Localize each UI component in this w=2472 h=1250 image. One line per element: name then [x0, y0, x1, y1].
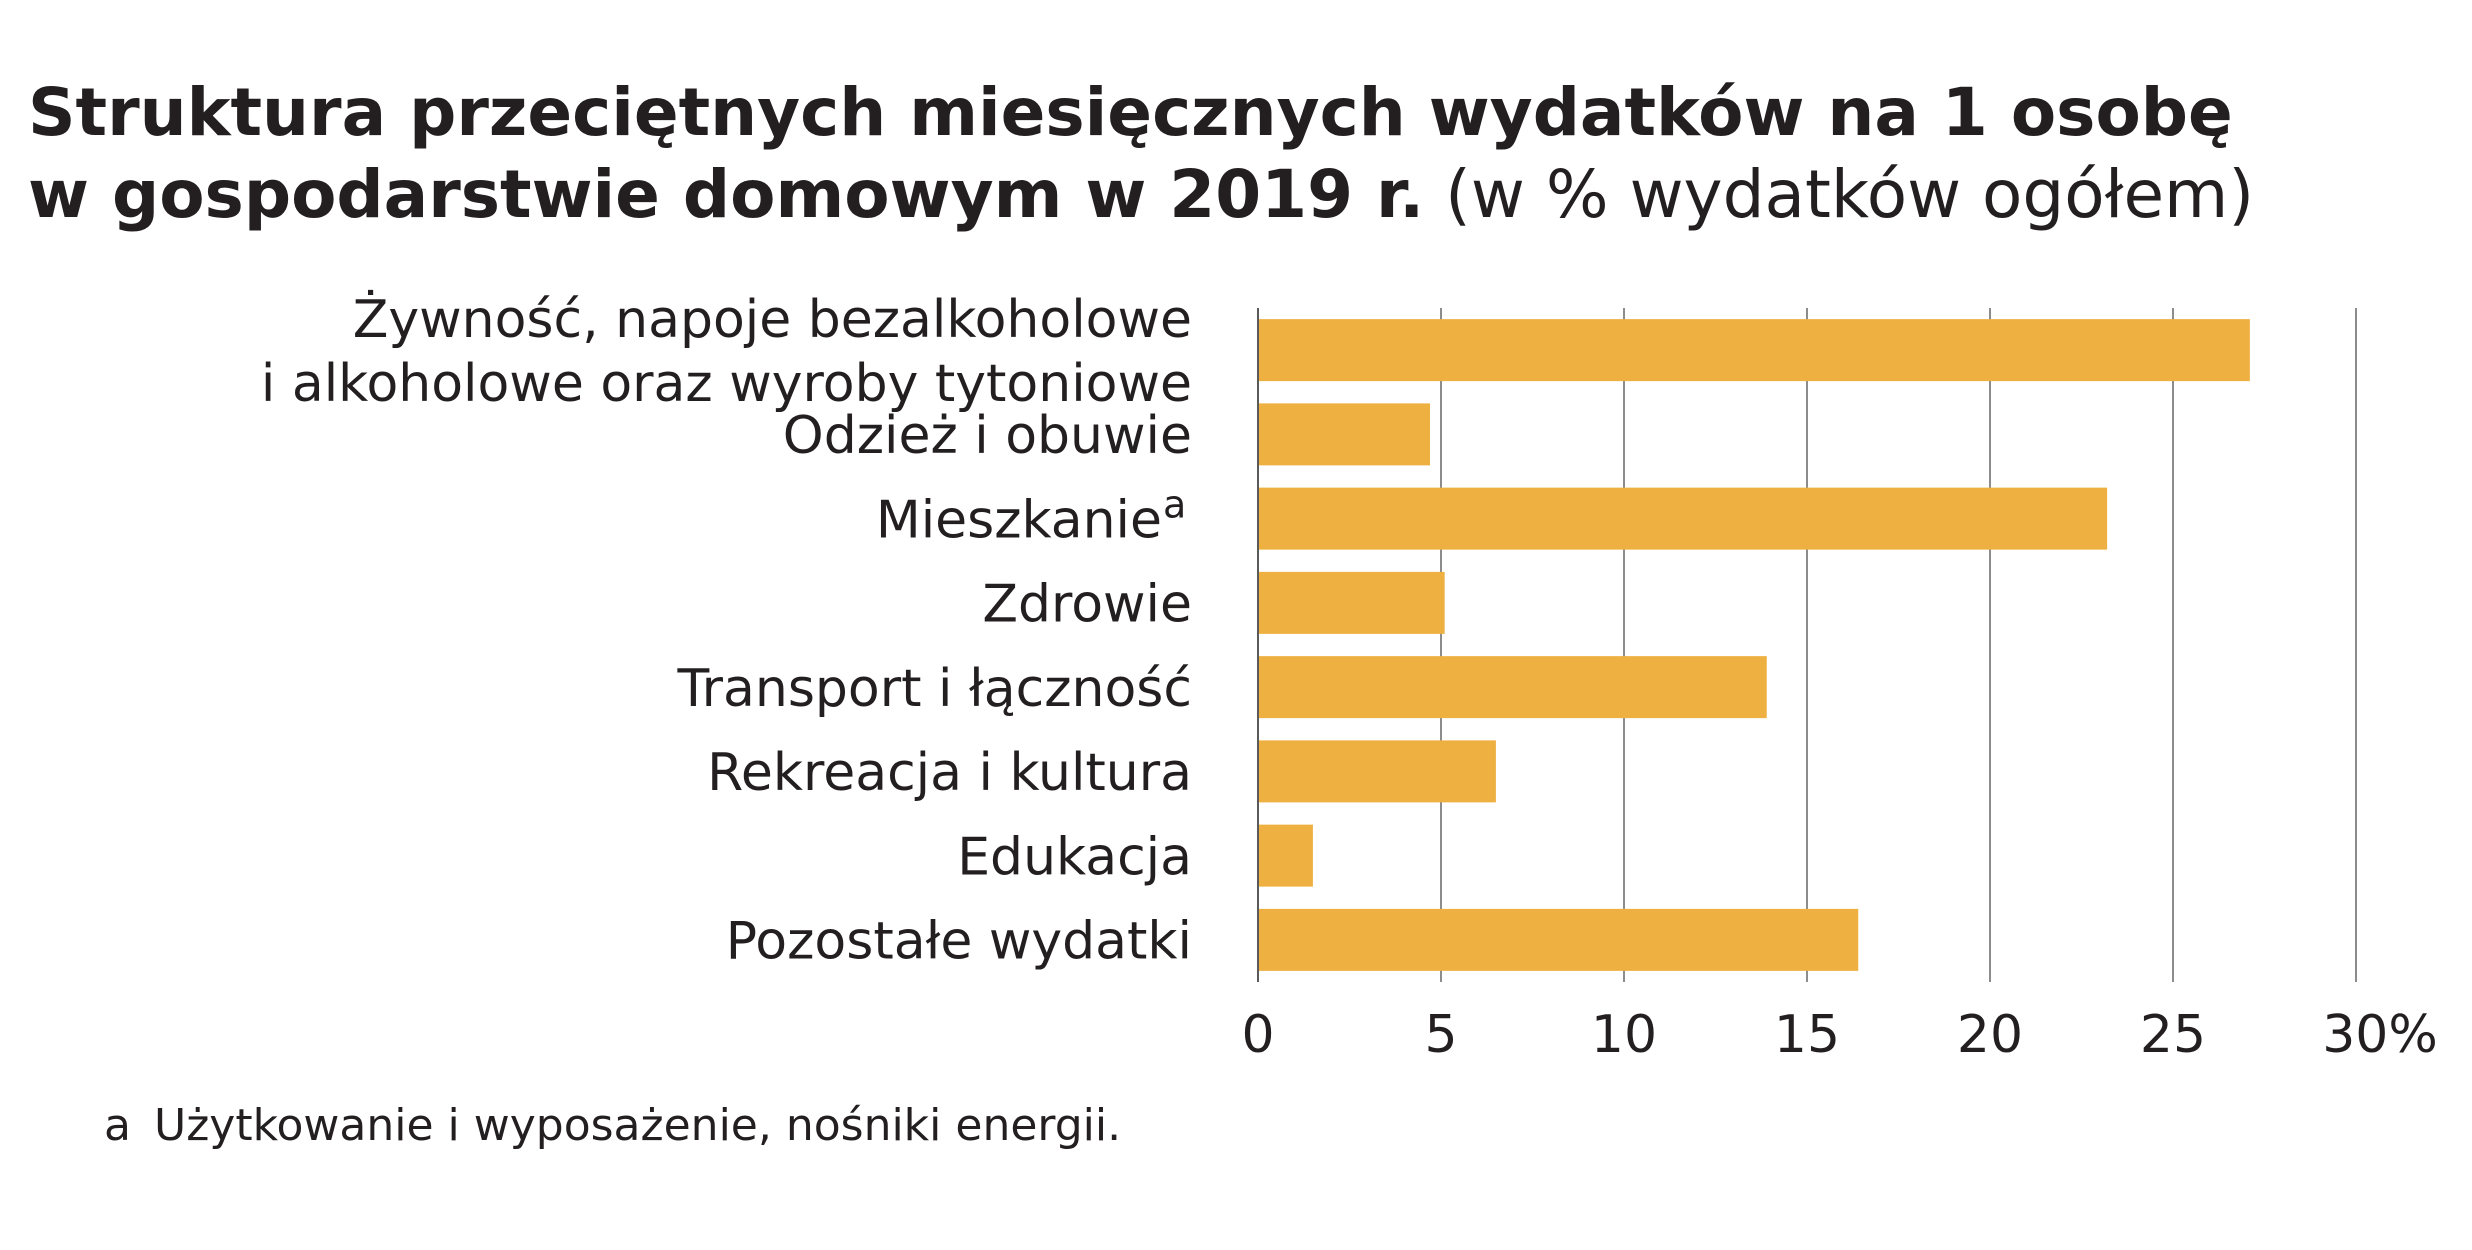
chart-title: Struktura przeciętnych miesięcznych wyda… — [28, 72, 2254, 236]
chart-title-line-1: Struktura przeciętnych miesięcznych wyda… — [28, 72, 2254, 154]
category-label-2: Mieszkanie — [876, 490, 1162, 550]
tick-label-15: 15 — [1774, 1005, 1840, 1065]
category-label-0: Żywność, napoje bezalkoholowe i alkoholow… — [261, 289, 1192, 414]
category-label-6: Edukacja — [957, 827, 1192, 887]
footnote-text: Użytkowanie i wyposażenie, nośniki energ… — [154, 1100, 1122, 1151]
bar-2 — [1258, 487, 2108, 550]
bar-6 — [1258, 824, 1313, 887]
tick-label-5: 5 — [1424, 1005, 1457, 1065]
category-label-4: Transport i łączność — [677, 659, 1193, 719]
tick-label-25: 25 — [2140, 1005, 2206, 1065]
bar-5 — [1258, 740, 1496, 803]
chart-title-line-2-unit: (w % wydatków ogółem) — [1445, 156, 2255, 233]
chart-title-line-1-text: Struktura przeciętnych miesięcznych wyda… — [28, 74, 2233, 151]
bar-1 — [1258, 403, 1431, 466]
tick-label-10: 10 — [1591, 1005, 1657, 1065]
bar-4 — [1258, 656, 1767, 719]
tick-label-30: 30% — [2322, 1005, 2438, 1065]
bar-7 — [1258, 908, 1859, 971]
footnote-marker: a — [104, 1100, 131, 1151]
bar-0 — [1258, 319, 2250, 382]
category-superscript-2: a — [1163, 482, 1186, 526]
chart-title-line-2-bold: w gospodarstwie domowym w 2019 r. — [28, 156, 1425, 233]
bar-3 — [1258, 571, 1445, 634]
tick-label-0: 0 — [1241, 1005, 1274, 1065]
category-label-7: Pozostałe wydatki — [726, 912, 1192, 972]
category-label-5: Rekreacja i kultura — [707, 743, 1192, 803]
category-label-3: Zdrowie — [982, 575, 1192, 635]
tick-label-20: 20 — [1957, 1005, 2023, 1065]
category-label-1: Odzież i obuwie — [783, 406, 1192, 466]
footnote: a Użytkowanie i wyposażenie, nośniki ener… — [104, 1098, 1121, 1154]
chart-title-line-2: w gospodarstwie domowym w 2019 r. (w % w… — [28, 154, 2254, 236]
